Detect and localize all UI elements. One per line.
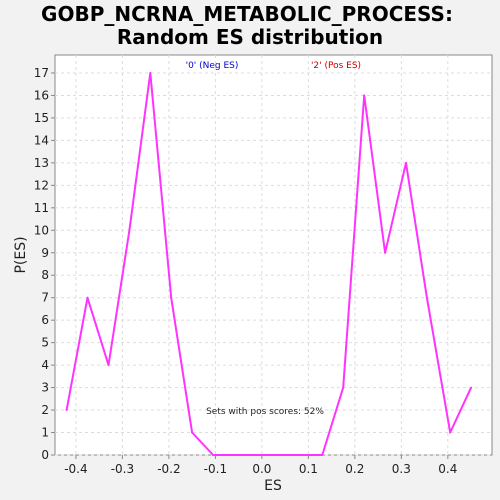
data-point	[321, 454, 324, 456]
y-tick-label: 17	[34, 66, 49, 80]
data-point	[449, 431, 452, 434]
y-tick-label: 4	[41, 358, 49, 372]
x-tick-label: -0.4	[64, 462, 87, 476]
series-line-group	[65, 71, 473, 456]
y-tick-label: 10	[34, 223, 49, 237]
y-tick-label: 1	[41, 426, 49, 440]
y-tick-label: 16	[34, 88, 49, 102]
data-point	[149, 71, 152, 74]
data-point	[253, 454, 256, 456]
y-tick-label: 12	[34, 178, 49, 192]
y-tick-label: 3	[41, 381, 49, 395]
x-tick-label: 0.3	[392, 462, 411, 476]
plot-area	[54, 54, 493, 456]
data-point	[470, 386, 473, 389]
y-tick-label: 14	[34, 133, 49, 147]
data-point	[191, 431, 194, 434]
data-point	[425, 296, 428, 299]
x-tick-label: 0.0	[252, 462, 271, 476]
y-tick-label: 15	[34, 111, 49, 125]
data-point	[404, 161, 407, 164]
chart-title-line2: Random ES distribution	[117, 25, 383, 49]
y-tick-label: 0	[41, 448, 49, 462]
data-point	[232, 454, 235, 456]
y-tick-label: 8	[41, 268, 49, 282]
y-axis-label: P(ES)	[13, 236, 29, 273]
data-point	[128, 229, 131, 232]
x-axis: -0.4 -0.3 -0.2 -0.1 0.0 0.1 0.2 0.3 0.4	[64, 455, 457, 476]
x-tick-label: 0.4	[438, 462, 457, 476]
y-tick-label: 6	[41, 313, 49, 327]
data-point	[384, 251, 387, 254]
data-point	[170, 296, 173, 299]
x-tick-label: 0.2	[345, 462, 364, 476]
data-point	[295, 454, 298, 456]
y-tick-label: 7	[41, 291, 49, 305]
y-tick-label: 2	[41, 403, 49, 417]
data-point	[65, 409, 68, 412]
data-point	[342, 386, 345, 389]
legend-neg-label: '0' (Neg ES)	[186, 61, 239, 71]
y-tick-label: 13	[34, 156, 49, 170]
data-point	[274, 454, 277, 456]
legend-pos-label: '2' (Pos ES)	[311, 61, 361, 71]
data-point	[363, 94, 366, 97]
y-tick-label: 5	[41, 336, 49, 350]
chart-title-line1: GOBP_NCRNA_METABOLIC_PROCESS:	[41, 2, 453, 26]
y-tick-label: 9	[41, 246, 49, 260]
x-tick-label: 0.1	[299, 462, 318, 476]
x-axis-label: ES	[264, 478, 282, 494]
pos-score-annotation: Sets with pos scores: 52%	[206, 407, 324, 417]
series-line	[65, 72, 473, 456]
gridlines	[55, 55, 492, 456]
x-tick-label: -0.2	[157, 462, 180, 476]
x-tick-label: -0.3	[111, 462, 134, 476]
data-point	[107, 364, 110, 367]
data-point	[86, 296, 89, 299]
data-point	[212, 454, 215, 456]
y-tick-label: 11	[34, 201, 49, 215]
x-tick-label: -0.1	[204, 462, 227, 476]
